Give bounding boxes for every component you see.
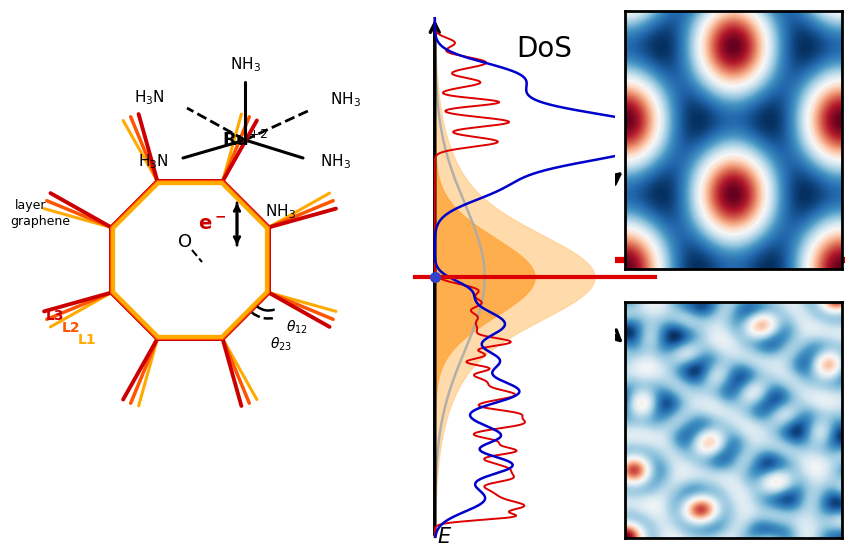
Text: $\mathrm{NH_3}$: $\mathrm{NH_3}$ [265,203,296,221]
Text: graphene: graphene [10,216,70,228]
Text: $\mathrm{NH_3}$: $\mathrm{NH_3}$ [230,55,260,74]
Text: $\mathbf{Ru}^{+2}$: $\mathbf{Ru}^{+2}$ [222,130,268,150]
Text: layer: layer [15,198,47,212]
Text: O: O [178,233,192,251]
Text: $\theta_{12}$: $\theta_{12}$ [286,319,308,336]
Text: $\mathrm{H_3N}$: $\mathrm{H_3N}$ [138,153,168,171]
Text: $E$: $E$ [437,527,452,547]
Text: $\mathrm{H_3N}$: $\mathrm{H_3N}$ [133,88,164,108]
Text: DoS: DoS [517,35,573,63]
Text: $\mathbf{e^-}$: $\mathbf{e^-}$ [198,214,226,234]
Text: $\theta_{23}$: $\theta_{23}$ [269,336,292,353]
Text: $\mathrm{NH_3}$: $\mathrm{NH_3}$ [320,153,350,171]
Text: L3: L3 [46,309,65,323]
Text: L2: L2 [62,320,81,334]
Text: L1: L1 [78,333,97,347]
Text: $\mathrm{NH_3}$: $\mathrm{NH_3}$ [330,91,360,109]
